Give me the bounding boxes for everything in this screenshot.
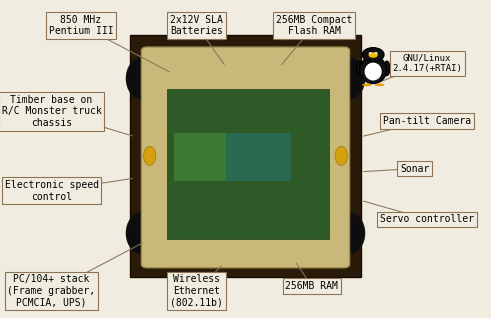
Text: 256MB Compact
Flash RAM: 256MB Compact Flash RAM (276, 15, 353, 36)
Text: Timber base on
R/C Monster truck
chassis: Timber base on R/C Monster truck chassis (1, 95, 102, 128)
Text: PC/104+ stack
(Frame grabber,
PCMCIA, UPS): PC/104+ stack (Frame grabber, PCMCIA, UP… (7, 274, 96, 308)
Ellipse shape (127, 212, 158, 254)
FancyBboxPatch shape (226, 133, 291, 181)
Text: 850 MHz
Pentium III: 850 MHz Pentium III (49, 15, 113, 36)
Ellipse shape (384, 61, 390, 75)
FancyBboxPatch shape (167, 89, 329, 238)
FancyBboxPatch shape (141, 47, 350, 268)
Circle shape (362, 48, 384, 62)
Text: Sonar: Sonar (400, 163, 430, 174)
Ellipse shape (332, 212, 364, 254)
FancyBboxPatch shape (130, 35, 361, 277)
Ellipse shape (143, 146, 156, 165)
Text: GNU/Linux
2.4.17(+RTAI): GNU/Linux 2.4.17(+RTAI) (392, 54, 462, 73)
Ellipse shape (359, 56, 387, 83)
Text: Wireless
Ethernet
(802.11b): Wireless Ethernet (802.11b) (170, 274, 223, 308)
Ellipse shape (365, 63, 381, 80)
Ellipse shape (332, 58, 364, 99)
Text: Electronic speed
control: Electronic speed control (4, 180, 99, 202)
Text: 2x12V SLA
Batteries: 2x12V SLA Batteries (170, 15, 223, 36)
Circle shape (375, 52, 378, 54)
Ellipse shape (375, 84, 384, 86)
Ellipse shape (369, 53, 377, 57)
Text: Servo controller: Servo controller (380, 214, 474, 225)
Ellipse shape (335, 146, 347, 165)
Text: Pan-tilt Camera: Pan-tilt Camera (383, 116, 471, 126)
FancyBboxPatch shape (174, 133, 243, 181)
Ellipse shape (127, 58, 158, 99)
Ellipse shape (362, 84, 371, 86)
Text: 256MB RAM: 256MB RAM (285, 281, 338, 291)
Circle shape (369, 52, 372, 54)
Ellipse shape (356, 61, 362, 75)
